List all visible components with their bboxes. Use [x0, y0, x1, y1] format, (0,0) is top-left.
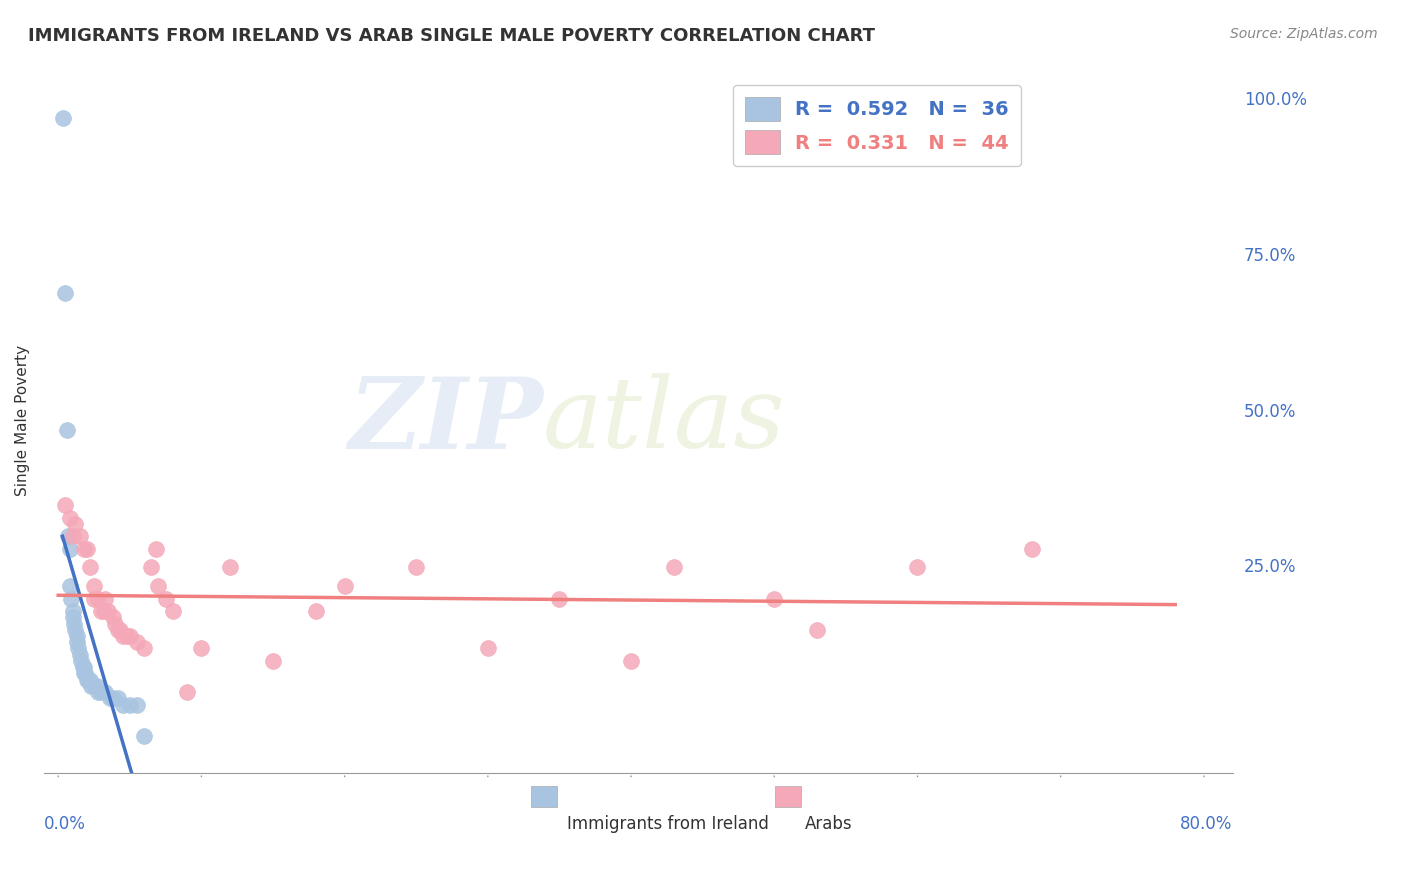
Point [111, 629, 134, 643]
Point [56, 423, 79, 437]
Point [107, 691, 129, 706]
Point [60, 591, 83, 606]
Point [76, 673, 98, 687]
Point [104, 616, 127, 631]
Point [65, 516, 87, 531]
Point [53, 285, 76, 300]
Point [1021, 541, 1043, 556]
Point [86, 679, 108, 693]
Point [262, 654, 284, 668]
Point [162, 604, 184, 618]
Point [806, 623, 828, 637]
Point [907, 560, 929, 574]
Point [79, 673, 101, 687]
Point [77, 673, 100, 687]
Point [111, 698, 134, 712]
Point [333, 579, 356, 593]
Point [83, 591, 105, 606]
Legend: R =  0.592   N =  36, R =  0.331   N =  44: R = 0.592 N = 36, R = 0.331 N = 44 [733, 86, 1021, 166]
Point [66, 629, 89, 643]
Point [59, 579, 82, 593]
Y-axis label: Single Male Poverty: Single Male Poverty [15, 345, 30, 497]
Point [662, 560, 685, 574]
Point [73, 541, 96, 556]
Point [53, 498, 76, 512]
Point [98, 691, 121, 706]
Point [148, 579, 170, 593]
Point [62, 610, 84, 624]
Bar [531, 786, 557, 807]
Point [101, 691, 124, 706]
Point [75, 666, 97, 681]
Text: 100.0%: 100.0% [1244, 91, 1306, 109]
Point [134, 729, 156, 743]
Point [190, 641, 212, 656]
Point [125, 698, 148, 712]
Point [76, 541, 98, 556]
Text: 50.0%: 50.0% [1244, 402, 1296, 420]
Point [67, 641, 90, 656]
Point [118, 698, 141, 712]
Point [155, 591, 177, 606]
Point [58, 529, 80, 543]
Point [87, 685, 110, 699]
Point [62, 604, 84, 618]
Text: Arabs: Arabs [804, 815, 852, 833]
Text: Immigrants from Ireland: Immigrants from Ireland [567, 815, 769, 833]
Point [90, 685, 112, 699]
Point [97, 604, 120, 618]
Point [83, 579, 105, 593]
Text: IMMIGRANTS FROM IRELAND VS ARAB SINGLE MALE POVERTY CORRELATION CHART: IMMIGRANTS FROM IRELAND VS ARAB SINGLE M… [28, 27, 875, 45]
Point [62, 529, 84, 543]
Point [145, 541, 167, 556]
Point [94, 591, 117, 606]
Point [73, 666, 96, 681]
Point [305, 604, 328, 618]
Point [69, 529, 91, 543]
Text: 0.0%: 0.0% [44, 815, 86, 833]
Point [73, 660, 96, 674]
Text: 75.0%: 75.0% [1244, 246, 1296, 265]
Point [87, 591, 110, 606]
Point [83, 679, 105, 693]
Point [94, 685, 117, 699]
Point [115, 629, 138, 643]
Point [548, 591, 571, 606]
Point [405, 560, 427, 574]
Bar [775, 786, 801, 807]
Point [134, 641, 156, 656]
Point [620, 654, 643, 668]
Point [59, 541, 82, 556]
Point [107, 623, 129, 637]
Text: ZIP: ZIP [349, 373, 543, 469]
Point [72, 660, 94, 674]
Point [101, 610, 124, 624]
Point [763, 591, 786, 606]
Point [70, 654, 93, 668]
Point [65, 623, 87, 637]
Point [63, 616, 86, 631]
Point [176, 685, 198, 699]
Text: 25.0%: 25.0% [1244, 558, 1296, 576]
Point [59, 510, 82, 524]
Point [477, 641, 499, 656]
Point [69, 648, 91, 662]
Text: 80.0%: 80.0% [1180, 815, 1233, 833]
Text: Source: ZipAtlas.com: Source: ZipAtlas.com [1230, 27, 1378, 41]
Point [141, 560, 163, 574]
Point [219, 560, 242, 574]
Point [90, 604, 112, 618]
Text: atlas: atlas [543, 373, 786, 468]
Point [79, 560, 101, 574]
Point [118, 629, 141, 643]
Point [93, 604, 115, 618]
Point [80, 679, 103, 693]
Point [51, 112, 73, 126]
Point [108, 623, 131, 637]
Point [66, 635, 89, 649]
Point [125, 635, 148, 649]
